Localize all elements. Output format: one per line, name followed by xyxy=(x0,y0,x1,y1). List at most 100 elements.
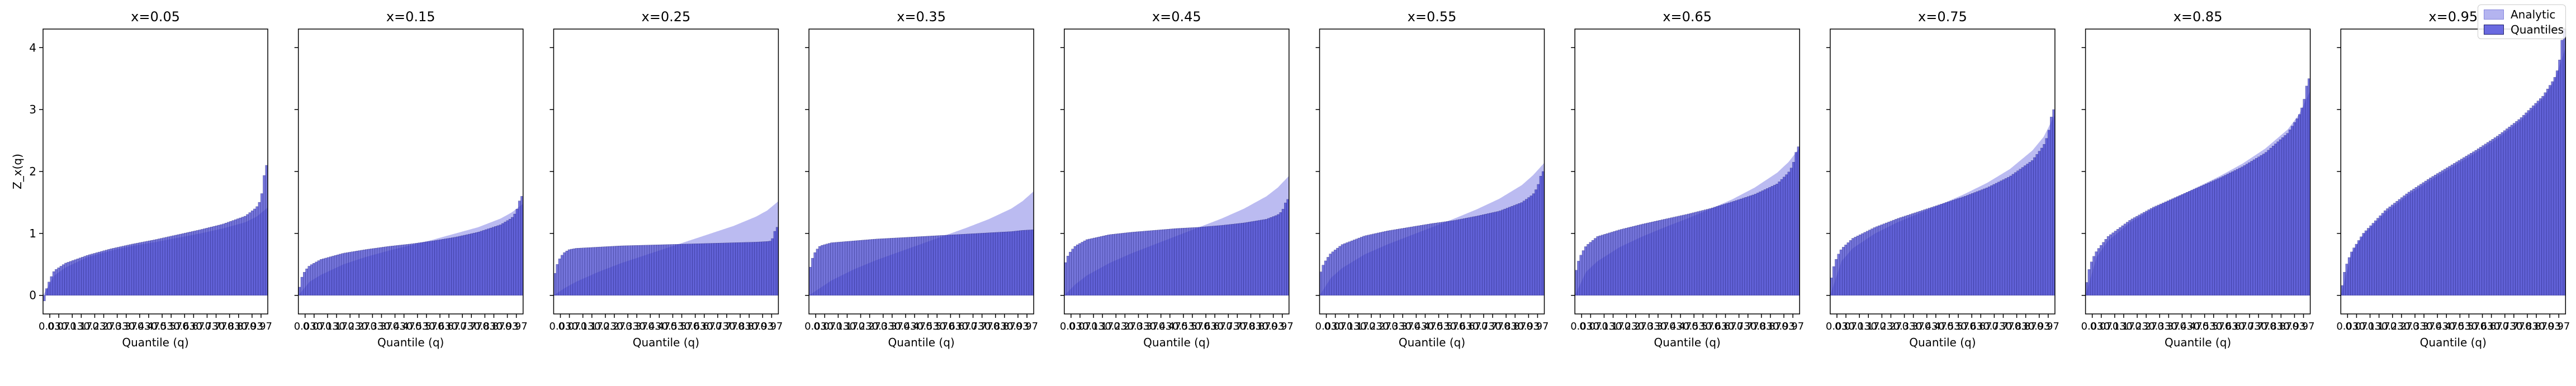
quantile-bar xyxy=(1944,202,1948,296)
quantile-bar xyxy=(1274,215,1277,296)
quantile-bar xyxy=(983,232,986,296)
x-tick-label-secondary: 0.87 xyxy=(1249,321,1271,332)
quantile-bar xyxy=(651,245,655,296)
quantile-bar xyxy=(1251,221,1253,296)
quantile-bar xyxy=(1439,222,1442,296)
quantile-bar xyxy=(95,252,98,296)
quantile-bar xyxy=(1210,226,1213,296)
quantile-bar xyxy=(1603,234,1607,296)
quantile-bar xyxy=(391,246,395,296)
x-tick-label: 0.03 xyxy=(39,321,61,332)
quantile-bar xyxy=(1794,152,1798,296)
x-tick-label-secondary: 0.57 xyxy=(1437,321,1459,332)
quantile-bar xyxy=(1100,236,1103,296)
x-tick-label: 0.53 xyxy=(2194,321,2216,332)
quantile-bar xyxy=(1608,232,1611,296)
quantile-bar xyxy=(1759,192,1762,296)
quantile-bar xyxy=(2360,236,2363,296)
quantile-bar xyxy=(1985,188,1988,296)
quantile-bar xyxy=(823,244,826,296)
quantile-bar xyxy=(935,235,939,296)
x-tick-label-secondary: 0.97 xyxy=(2547,321,2570,332)
quantile-bar xyxy=(928,236,931,296)
x-tick-label-secondary: 0.07 xyxy=(2090,321,2113,332)
quantile-bar xyxy=(2288,130,2291,296)
x-axis-label: Quantile (q) xyxy=(2420,336,2487,349)
quantile-bar xyxy=(117,247,120,296)
quantile-bar xyxy=(2164,202,2167,296)
x-axis-label: Quantile (q) xyxy=(1654,336,1721,349)
quantile-bar xyxy=(995,232,998,296)
x-tick-label: 0.03 xyxy=(294,321,316,332)
quantile-bar xyxy=(594,247,597,296)
x-tick-label: 0.13 xyxy=(1338,321,1360,332)
quantile-bar xyxy=(155,239,158,296)
x-tick-label: 0.63 xyxy=(429,321,451,332)
x-axis-label: Quantile (q) xyxy=(1909,336,1976,349)
quantile-bar xyxy=(1858,234,1862,296)
quantile-bar xyxy=(887,238,891,296)
x-tick-label: 0.43 xyxy=(1150,321,1172,332)
quantile-bar xyxy=(754,242,757,296)
quantile-bar xyxy=(680,244,683,296)
x-tick-label-secondary: 0.77 xyxy=(971,321,993,332)
quantile-bar xyxy=(1906,215,1910,296)
quantile-bar xyxy=(603,246,607,296)
quantile-bar xyxy=(2284,135,2287,296)
quantile-bar xyxy=(1861,233,1864,296)
quantile-bar xyxy=(702,243,705,296)
quantile-bar xyxy=(1581,250,1585,296)
quantile-bar xyxy=(1214,226,1218,296)
quantile-bar xyxy=(2291,126,2294,296)
x-tick-label-secondary: 0.37 xyxy=(2413,321,2435,332)
x-tick-label-secondary: 0.07 xyxy=(558,321,581,332)
quantile-bar xyxy=(718,242,722,296)
quantile-bar xyxy=(1587,244,1590,296)
quantile-bar xyxy=(632,245,636,296)
quantile-bar xyxy=(463,235,466,296)
quantile-bar xyxy=(2422,182,2425,296)
quantile-bar xyxy=(1947,201,1950,296)
quantile-bar xyxy=(2510,125,2513,296)
quantile-bar xyxy=(1441,222,1445,296)
quantile-bar xyxy=(224,223,228,296)
quantile-bar xyxy=(2515,121,2518,296)
quantile-bar xyxy=(2433,174,2437,296)
quantile-bar xyxy=(1639,224,1642,296)
quantile-bar xyxy=(2126,222,2129,296)
quantile-bar xyxy=(663,244,666,296)
x-tick-label-secondary: 0.37 xyxy=(1902,321,1925,332)
quantile-bar xyxy=(943,235,946,296)
quantile-bar xyxy=(365,249,368,296)
quantile-bar xyxy=(1620,229,1623,296)
quantile-bar xyxy=(1594,238,1597,296)
quantile-bar xyxy=(2179,195,2181,296)
quantile-bar xyxy=(1088,239,1091,296)
quantile-bar xyxy=(2019,169,2022,296)
quantile-bar xyxy=(1405,227,1408,296)
quantile-bar xyxy=(1105,235,1108,296)
x-tick-label: 0.43 xyxy=(129,321,151,332)
quantile-bar xyxy=(427,241,430,296)
quantile-bar xyxy=(990,232,993,296)
quantile-bar xyxy=(2300,107,2304,296)
quantile-bar xyxy=(2154,206,2158,296)
x-tick-label: 0.33 xyxy=(1382,321,1405,332)
x-tick-label-secondary: 0.07 xyxy=(303,321,325,332)
quantile-bar xyxy=(716,243,719,296)
quantile-bar xyxy=(2393,203,2396,296)
quantile-bar xyxy=(1957,198,1960,296)
quantile-bar xyxy=(726,242,728,296)
quantile-bar xyxy=(2011,174,2015,296)
quantile-bar xyxy=(2395,201,2399,296)
x-tick-label-secondary: 0.67 xyxy=(1204,321,1226,332)
quantile-bar xyxy=(947,235,950,296)
x-tick-label: 0.63 xyxy=(1195,321,1217,332)
quantile-bar xyxy=(260,193,263,296)
x-tick-label-secondary: 0.27 xyxy=(1625,321,1647,332)
quantile-bar xyxy=(1892,220,1895,296)
quantile-bar xyxy=(362,249,366,296)
quantile-bar xyxy=(2195,188,2198,296)
x-tick-label-secondary: 0.97 xyxy=(2293,321,2315,332)
quantile-bar xyxy=(2009,175,2012,296)
